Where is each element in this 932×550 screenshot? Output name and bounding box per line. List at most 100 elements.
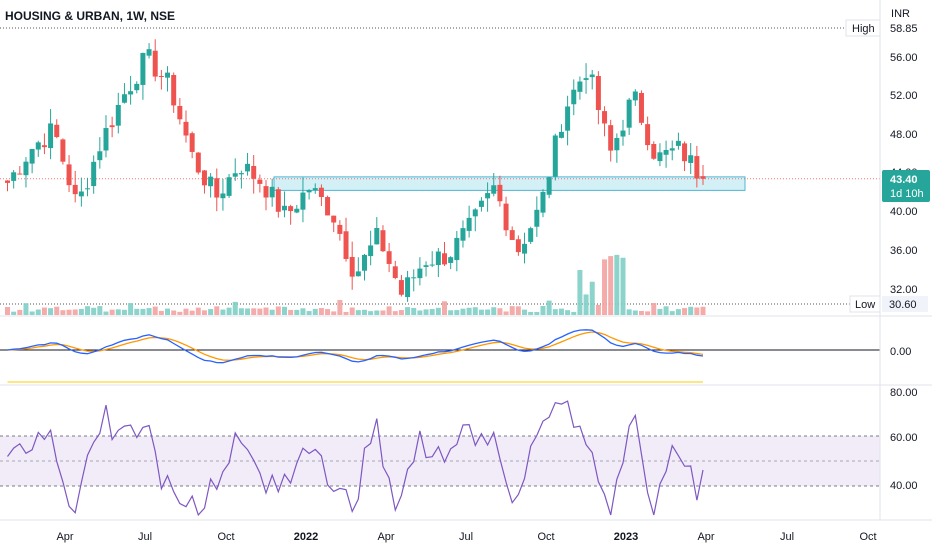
chart-title: HOUSING & URBAN, 1W, NSE [5,9,176,23]
volume-bar [183,308,189,315]
volume-bar [466,307,472,315]
candle-body [306,189,312,193]
volume-bar [306,311,312,315]
volume-bar [448,310,454,315]
candle-body [171,75,177,106]
volume-bar [337,299,343,315]
candle-body [405,277,411,298]
volume-bar [595,304,601,315]
time-axis[interactable]: Apr Jul Oct 2022 Apr Jul Oct 2023 Apr Ju… [56,531,876,543]
candle-body [245,163,251,172]
volume-bar [269,309,275,315]
candle-body [478,200,484,207]
volume-bar [583,294,589,315]
volume-bar [41,307,47,315]
volume-bar [497,308,503,315]
last-price-value: 43.40 [890,174,918,186]
rsi-axis: 80.00 60.00 40.00 [890,387,918,492]
candle-body [534,209,540,227]
volume-bar [528,311,534,315]
time-label: Oct [859,531,876,543]
volume-bar [682,308,688,315]
high-marker: High [845,19,881,37]
candle-body [251,165,257,179]
volume-bar [442,301,448,315]
candle-body [17,173,23,175]
low-marker: Low 30.60 [849,295,928,313]
candle-body [466,217,472,231]
candle-body [288,206,294,212]
candle-body [602,111,608,124]
volume-bar [251,308,257,315]
candle-body [232,173,238,177]
candle-body [337,224,343,234]
candle-body [78,191,84,197]
candle-body [417,268,423,279]
candle-body [331,215,337,223]
candle-body [183,121,189,136]
volume-bar [171,310,177,315]
volume-bar [651,303,657,315]
volume-bar [85,306,91,315]
volume-bar [429,309,435,315]
rsi-tick: 80.00 [890,387,918,399]
price-tick: 48.00 [890,129,918,141]
pane-separators [0,0,932,521]
candle-body [638,92,644,123]
volume-bar [688,306,694,315]
volume-bar [97,306,103,315]
volume-bar [417,310,423,315]
volume-bar [577,270,583,315]
time-label: Apr [56,531,73,543]
candle-body [583,78,589,80]
volume-bar [245,308,251,315]
price-axis[interactable]: 58.85 56.00 52.00 48.00 44.00 40.00 36.0… [890,23,918,296]
volume-bar [29,311,35,315]
volume-bar [349,307,355,315]
price-tick: 56.00 [890,52,918,64]
price-tick: 52.00 [890,90,918,102]
candle-body [312,188,318,191]
candle-body [657,152,663,162]
candle-body [214,178,220,198]
volume-bar [23,303,29,315]
candle-body [97,151,103,161]
volume-bar [423,309,429,315]
candle-body [608,125,614,151]
volume-bar [558,308,564,315]
volume-bar [146,308,152,315]
candle-body [115,104,121,126]
candle-body [281,205,287,211]
time-label: Jul [138,531,152,543]
candle-body [448,257,454,263]
volume-bar [72,309,78,315]
resistance-zone [273,176,746,191]
volume-bars [5,254,706,315]
candle-body [442,253,448,265]
resistance-zone-layer [273,176,746,191]
price-tick: 40.00 [890,206,918,218]
time-label: Oct [537,531,554,543]
volume-bar [398,310,404,315]
rsi-tick: 40.00 [890,480,918,492]
candle-body [152,50,158,77]
candle-body [380,230,386,252]
candle-body [651,143,657,159]
candle-body [423,265,429,267]
volume-bar [134,308,140,315]
candle-body [485,193,491,199]
candle-body [54,124,60,138]
candle-body [645,124,651,146]
candle-body [349,257,355,277]
candle-body [620,130,626,137]
volume-bar [638,310,644,315]
time-label: 2023 [614,531,638,543]
candle-body [343,231,349,259]
volume-bar [540,306,546,315]
candle-body [682,143,688,162]
candle-body [398,280,404,295]
time-label: Oct [217,531,234,543]
volume-bar [700,306,706,315]
volume-bar [103,311,109,315]
